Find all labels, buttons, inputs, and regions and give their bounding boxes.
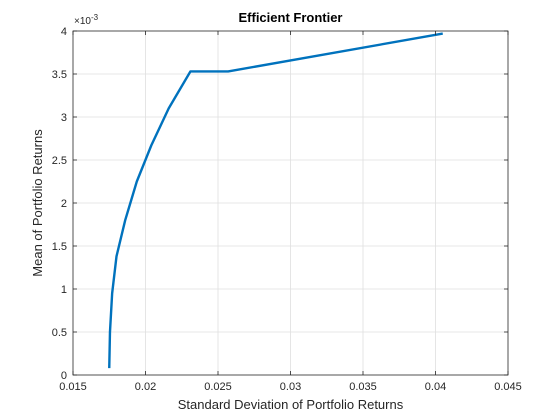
x-tick-label: 0.02	[135, 381, 156, 393]
y-axis-label: Mean of Portfolio Returns	[30, 129, 45, 277]
tick-labels: 0.015 0.02 0.025 0.03 0.035 0.04 0.045 0 0.5 1 1.5…	[52, 26, 522, 393]
y-tick-label: 2.5	[52, 155, 67, 167]
y-tick-label: 1	[61, 284, 67, 296]
x-tick-label: 0.035	[349, 381, 377, 393]
y-tick-label: 3	[61, 112, 67, 124]
ticks	[72, 30, 509, 376]
series-layer	[108, 32, 443, 369]
y-tick-label: 0	[61, 370, 67, 382]
y-exponent-power: -3	[91, 13, 99, 22]
y-tick-label: 4	[61, 26, 67, 38]
chart-title: Efficient Frontier	[238, 10, 342, 25]
y-tick-label: 1.5	[52, 241, 67, 253]
x-tick-label: 0.04	[425, 381, 446, 393]
x-tick-label: 0.025	[204, 381, 232, 393]
grid	[73, 31, 508, 375]
y-tick-label: 2	[61, 198, 67, 210]
y-exponent-base: ×10	[74, 16, 91, 27]
y-axis-exponent: ×10-3	[74, 13, 99, 27]
frontier-line	[108, 32, 443, 369]
y-tick-label: 0.5	[52, 327, 67, 339]
x-tick-label: 0.045	[494, 381, 522, 393]
x-tick-label: 0.015	[59, 381, 87, 393]
y-tick-label: 3.5	[52, 69, 67, 81]
x-axis-label: Standard Deviation of Portfolio Returns	[178, 397, 404, 412]
x-tick-label: 0.03	[280, 381, 301, 393]
